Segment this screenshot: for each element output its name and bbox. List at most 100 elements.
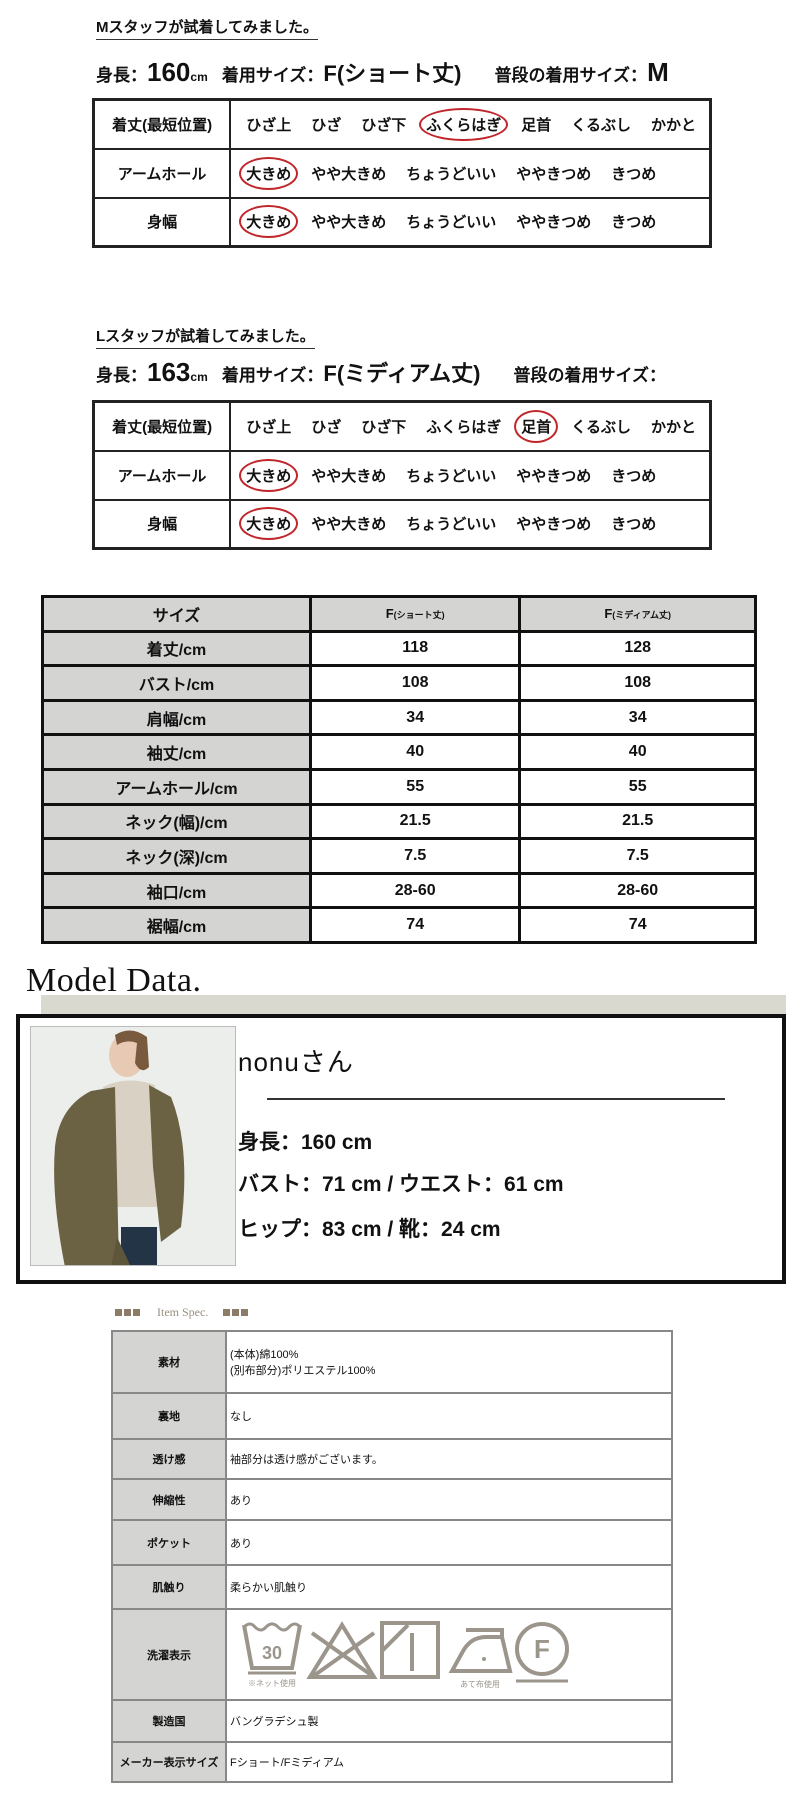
spec-row: 洗濯表示 30 ※ネット使用 あて布使用	[111, 1608, 673, 1701]
size-row-label: バスト/cm	[41, 664, 312, 702]
size-value: 7.5	[308, 837, 522, 875]
option: ややきつめ	[516, 467, 592, 485]
size-value: 28-60	[518, 871, 757, 910]
fit-row-options: ひざ上 ひざ ひざ下 ふくらはぎ 足首 くるぶし かかと	[229, 400, 712, 452]
spec-row: 裏地 なし	[111, 1392, 673, 1440]
size-value: 55	[518, 767, 757, 806]
fit-row-label: アームホール	[92, 449, 232, 501]
selected-option: 大きめ	[239, 156, 299, 190]
square-icon	[115, 1309, 122, 1316]
size-value: 7.5	[518, 837, 757, 875]
option: かかと	[650, 116, 696, 134]
option: きつめ	[611, 214, 657, 232]
size-value: F(ショート丈)	[323, 61, 462, 86]
l-staff-title: Lスタッフが試着してみました。	[96, 325, 315, 349]
size-row-label: 裾幅/cm	[41, 906, 312, 944]
fit-row: 着丈(最短位置) ひざ上 ひざ ひざ下 ふくらはぎ 足首 くるぶし かかと	[92, 400, 712, 452]
option: ふくらはぎ	[426, 418, 502, 436]
spec-label: 素材	[111, 1330, 227, 1394]
size-value: 21.5	[518, 802, 757, 841]
fit-row: 着丈(最短位置) ひざ上 ひざ ひざ下 ふくらはぎ 足首 くるぶし かかと	[92, 98, 712, 150]
option: ちょうどいい	[406, 165, 497, 183]
m-staff-summary: 身長：160cm 着用サイズ：F(ショート丈) 普段の着用サイズ：M	[96, 56, 669, 88]
size-row: ネック(深)/cm 7.5 7.5	[41, 837, 757, 875]
option: ひざ	[311, 418, 342, 436]
size-row: ネック(幅)/cm 21.5 21.5	[41, 802, 757, 841]
spec-label: ポケット	[111, 1519, 227, 1566]
option: くるぶし	[571, 418, 631, 436]
size-label: 着用サイズ：	[221, 66, 324, 85]
size-row-label: ネック(幅)/cm	[41, 802, 312, 841]
selected-option: 大きめ	[239, 507, 299, 541]
spec-row: メーカー表示サイズ Fショート/Fミディアム	[111, 1741, 673, 1783]
option: ひざ下	[361, 418, 407, 436]
square-icon	[232, 1309, 240, 1316]
size-value: 118	[308, 629, 522, 668]
size-value: 128	[518, 629, 757, 668]
spec-value: 袖部分は透け感がございます。	[225, 1438, 673, 1480]
spec-row: ポケット あり	[111, 1519, 673, 1566]
spec-row: 製造国 バングラデシュ製	[111, 1699, 673, 1743]
model-height: 身長：160 cm	[238, 1131, 373, 1154]
option: ややきつめ	[516, 165, 592, 183]
spec-row: 素材 (本体)綿100% (別布部分)ポリエステル100%	[111, 1330, 673, 1394]
square-icon	[124, 1309, 131, 1316]
option: くるぶし	[571, 116, 631, 134]
no-bleach-icon	[306, 1621, 378, 1679]
fit-row: アームホール 大きめ やや大きめ ちょうどいい ややきつめ きつめ	[92, 449, 712, 501]
usual-size-label: 普段の着用サイズ：	[494, 66, 648, 85]
square-icon	[223, 1309, 231, 1316]
iron-note: あて布使用	[460, 1679, 500, 1689]
option: ややきつめ	[516, 516, 592, 534]
l-staff-summary: 身長：163cm 着用サイズ：F(ミディアム丈) 普段の着用サイズ：	[96, 356, 666, 388]
option: ひざ上	[246, 418, 292, 436]
spec-label: 製造国	[111, 1699, 227, 1743]
spec-value-text: バングラデシュ製	[230, 1716, 319, 1728]
wash-30-net-icon: 30 ※ネット使用	[242, 1622, 302, 1688]
option: ちょうどいい	[406, 214, 497, 232]
fit-row-options: 大きめ やや大きめ ちょうどいい ややきつめ きつめ	[229, 498, 712, 550]
header-medium-sub: (ミディアム丈)	[612, 610, 672, 621]
spec-value: 柔らかい肌触り	[225, 1564, 673, 1610]
selected-option: 大きめ	[239, 458, 299, 492]
size-value: 40	[518, 733, 757, 771]
fit-row-options: 大きめ やや大きめ ちょうどいい ややきつめ きつめ	[229, 449, 712, 501]
spec-value: Fショート/Fミディアム	[225, 1741, 673, 1783]
option: やや大きめ	[311, 516, 387, 534]
header-short-sub: (ショート丈)	[393, 610, 445, 621]
spec-value: 30 ※ネット使用 あて布使用 F	[225, 1608, 673, 1701]
option: ちょうどいい	[406, 516, 497, 534]
fit-row-label: アームホール	[92, 147, 232, 199]
header-size: サイズ	[41, 595, 312, 633]
spec-value: あり	[225, 1519, 673, 1566]
spec-label: 裏地	[111, 1392, 227, 1440]
usual-size-value: M	[647, 57, 669, 87]
size-value: 74	[308, 906, 522, 944]
size-row: アームホール/cm 55 55	[41, 767, 757, 806]
header-short-f: F	[385, 606, 394, 622]
option: 足首	[521, 116, 552, 134]
dry-letter: F	[534, 1634, 550, 1664]
model-bust-waist: バスト：71 cm / ウエスト：61 cm	[238, 1173, 564, 1196]
size-row-label: アームホール/cm	[41, 767, 312, 806]
spec-label: 透け感	[111, 1438, 227, 1480]
height-unit: cm	[190, 70, 208, 84]
size-row: 着丈/cm 118 128	[41, 629, 757, 668]
square-icon	[241, 1309, 249, 1316]
size-value: 28-60	[308, 871, 522, 910]
model-name: nonuさん	[238, 1047, 354, 1077]
option: ひざ上	[246, 116, 292, 134]
fit-row: アームホール 大きめ やや大きめ ちょうどいい ややきつめ きつめ	[92, 147, 712, 199]
height-label: 身長：	[96, 366, 147, 385]
spec-value: (本体)綿100% (別布部分)ポリエステル100%	[225, 1330, 673, 1394]
spec-value: あり	[225, 1478, 673, 1521]
selected-option: 足首	[514, 409, 559, 443]
size-value: 108	[518, 664, 757, 702]
model-divider	[267, 1098, 725, 1100]
option: きつめ	[611, 516, 657, 534]
spec-label: 伸縮性	[111, 1478, 227, 1521]
spec-value-text: 袖部分は透け感がございます。	[230, 1454, 383, 1466]
spec-label: メーカー表示サイズ	[111, 1741, 227, 1783]
wash-note: ※ネット使用	[248, 1678, 296, 1688]
iron-cloth-icon: あて布使用	[448, 1628, 513, 1689]
